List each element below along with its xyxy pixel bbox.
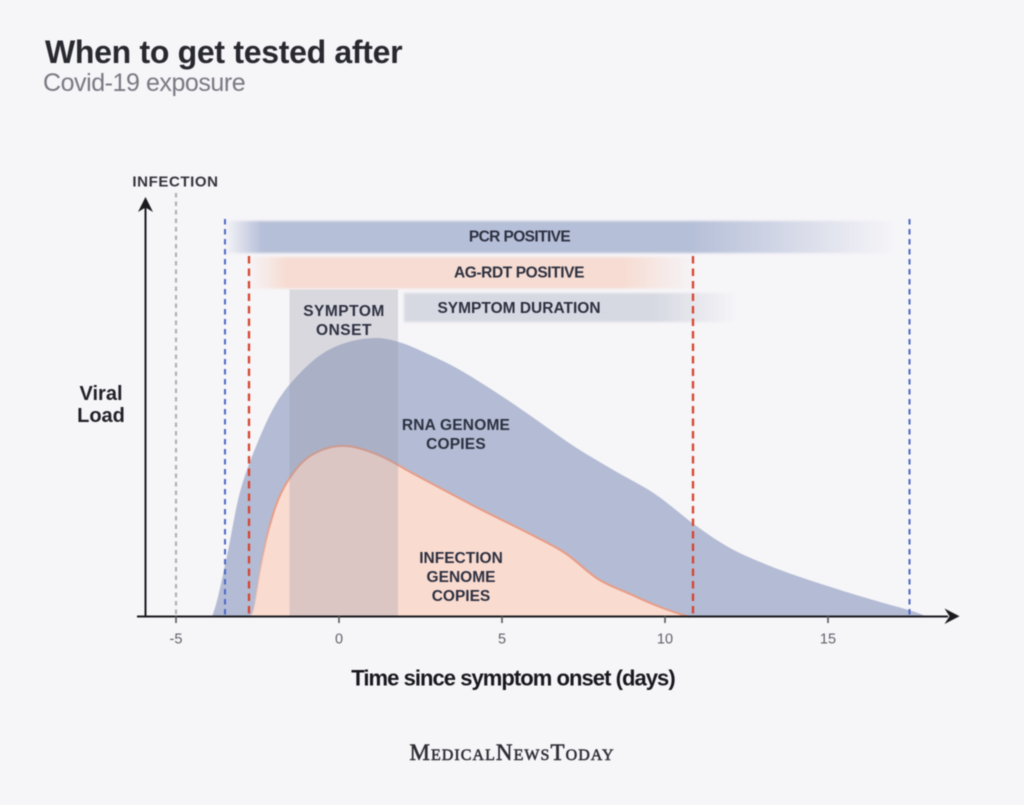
svg-text:SYMPTOM: SYMPTOM — [303, 303, 385, 320]
svg-text:0: 0 — [335, 632, 343, 648]
svg-text:PCR POSITIVE: PCR POSITIVE — [469, 229, 571, 246]
svg-text:5: 5 — [498, 632, 506, 648]
svg-text:15: 15 — [820, 632, 836, 648]
svg-text:ONSET: ONSET — [316, 322, 372, 339]
svg-text:AG-RDT POSITIVE: AG-RDT POSITIVE — [454, 265, 584, 282]
svg-text:GENOME: GENOME — [427, 569, 496, 586]
svg-text:Load: Load — [77, 405, 125, 427]
svg-text:INFECTION: INFECTION — [132, 174, 218, 191]
svg-text:RNA GENOME: RNA GENOME — [402, 417, 510, 434]
svg-text:COPIES: COPIES — [432, 588, 491, 605]
svg-text:INFECTION: INFECTION — [419, 550, 503, 567]
svg-text:COPIES: COPIES — [426, 436, 486, 453]
svg-text:SYMPTOM DURATION: SYMPTOM DURATION — [437, 300, 600, 317]
svg-text:10: 10 — [657, 632, 673, 648]
svg-text:Viral: Viral — [80, 383, 123, 405]
svg-text:Time since symptom onset (days: Time since symptom onset (days) — [351, 666, 675, 691]
svg-text:-5: -5 — [170, 632, 183, 648]
